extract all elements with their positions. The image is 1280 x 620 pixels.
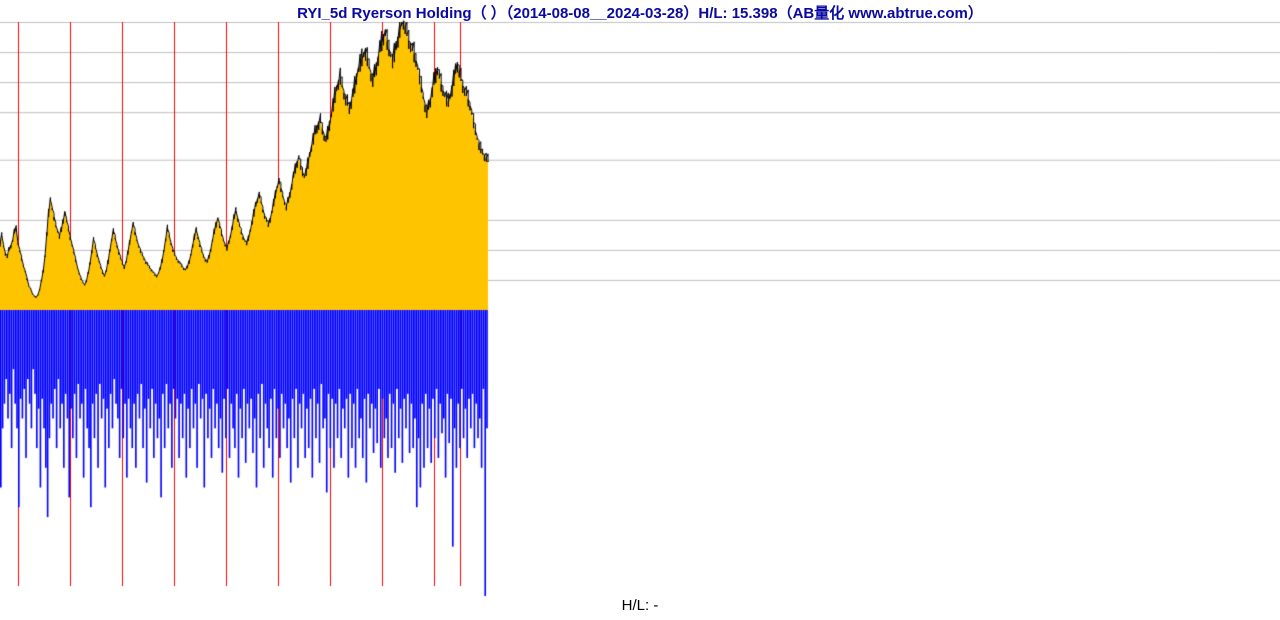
price-volume-chart — [0, 0, 1280, 620]
